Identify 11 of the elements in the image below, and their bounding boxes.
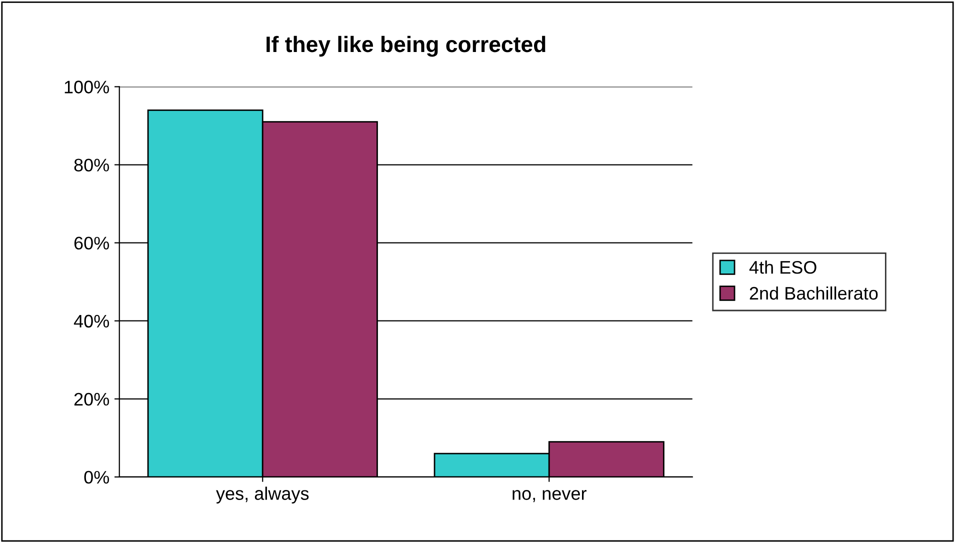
legend-label: 4th ESO bbox=[749, 260, 816, 274]
y-tick-label: 80% bbox=[74, 158, 110, 172]
y-tick-label: 100% bbox=[64, 80, 110, 94]
x-tick-label: no, never bbox=[512, 490, 586, 502]
y-tick-label: 0% bbox=[84, 470, 110, 484]
x-tick-label: yes, always bbox=[216, 486, 309, 504]
y-tick-label: 20% bbox=[74, 392, 110, 406]
y-tick-label: 40% bbox=[74, 314, 110, 328]
y-tick-label: 60% bbox=[74, 236, 110, 250]
legend-label: 2nd Bachillerato bbox=[750, 286, 878, 300]
chart-title: If they like being corrected bbox=[266, 36, 546, 57]
